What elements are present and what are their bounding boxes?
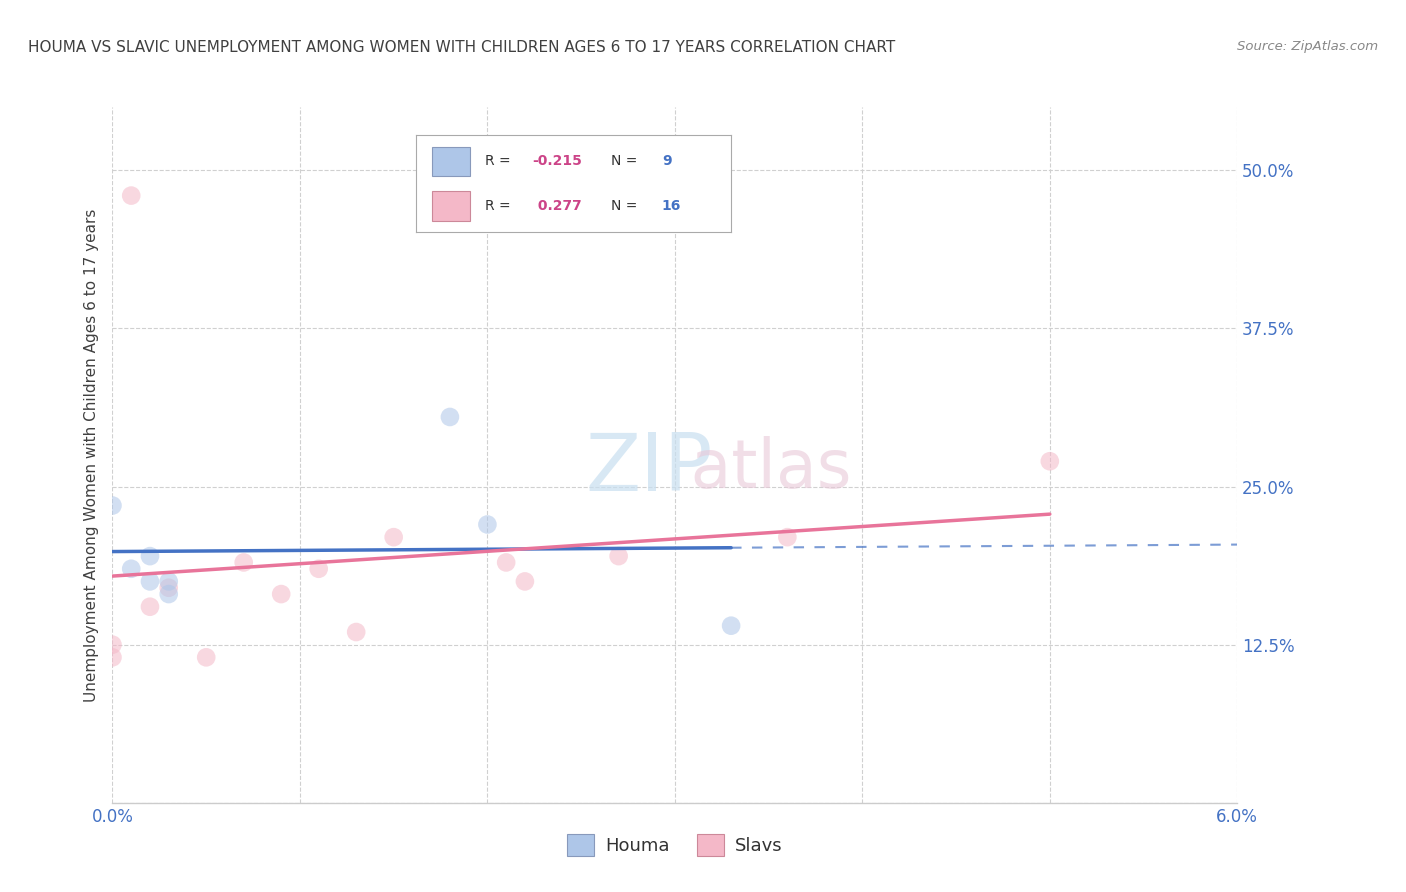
Point [477,517,499,532]
Y-axis label: Unemployment Among Women with Children Ages 6 to 17 years: Unemployment Among Women with Children A… [83,208,98,702]
Point [270,587,292,601]
Point [776,530,799,544]
Point [382,530,405,544]
Point [1039,454,1062,468]
Text: ZIP: ZIP [585,430,713,508]
Point [495,556,517,570]
Text: Source: ZipAtlas.com: Source: ZipAtlas.com [1237,40,1378,54]
Point [344,625,367,640]
Point [195,650,218,665]
Point [513,574,536,589]
Point [439,409,461,424]
Point [157,574,180,589]
Point [101,638,124,652]
Point [308,562,330,576]
Point [139,599,162,614]
Point [120,562,142,576]
Point [139,549,162,563]
Point [720,618,742,632]
Point [157,587,180,601]
Point [120,188,142,202]
Legend: Houma, Slavs: Houma, Slavs [560,827,790,863]
Point [157,581,180,595]
Point [607,549,630,563]
Point [139,574,162,589]
Point [232,556,254,570]
Text: atlas: atlas [585,436,852,502]
Point [101,650,124,665]
Text: HOUMA VS SLAVIC UNEMPLOYMENT AMONG WOMEN WITH CHILDREN AGES 6 TO 17 YEARS CORREL: HOUMA VS SLAVIC UNEMPLOYMENT AMONG WOMEN… [28,40,896,55]
Point [101,499,124,513]
